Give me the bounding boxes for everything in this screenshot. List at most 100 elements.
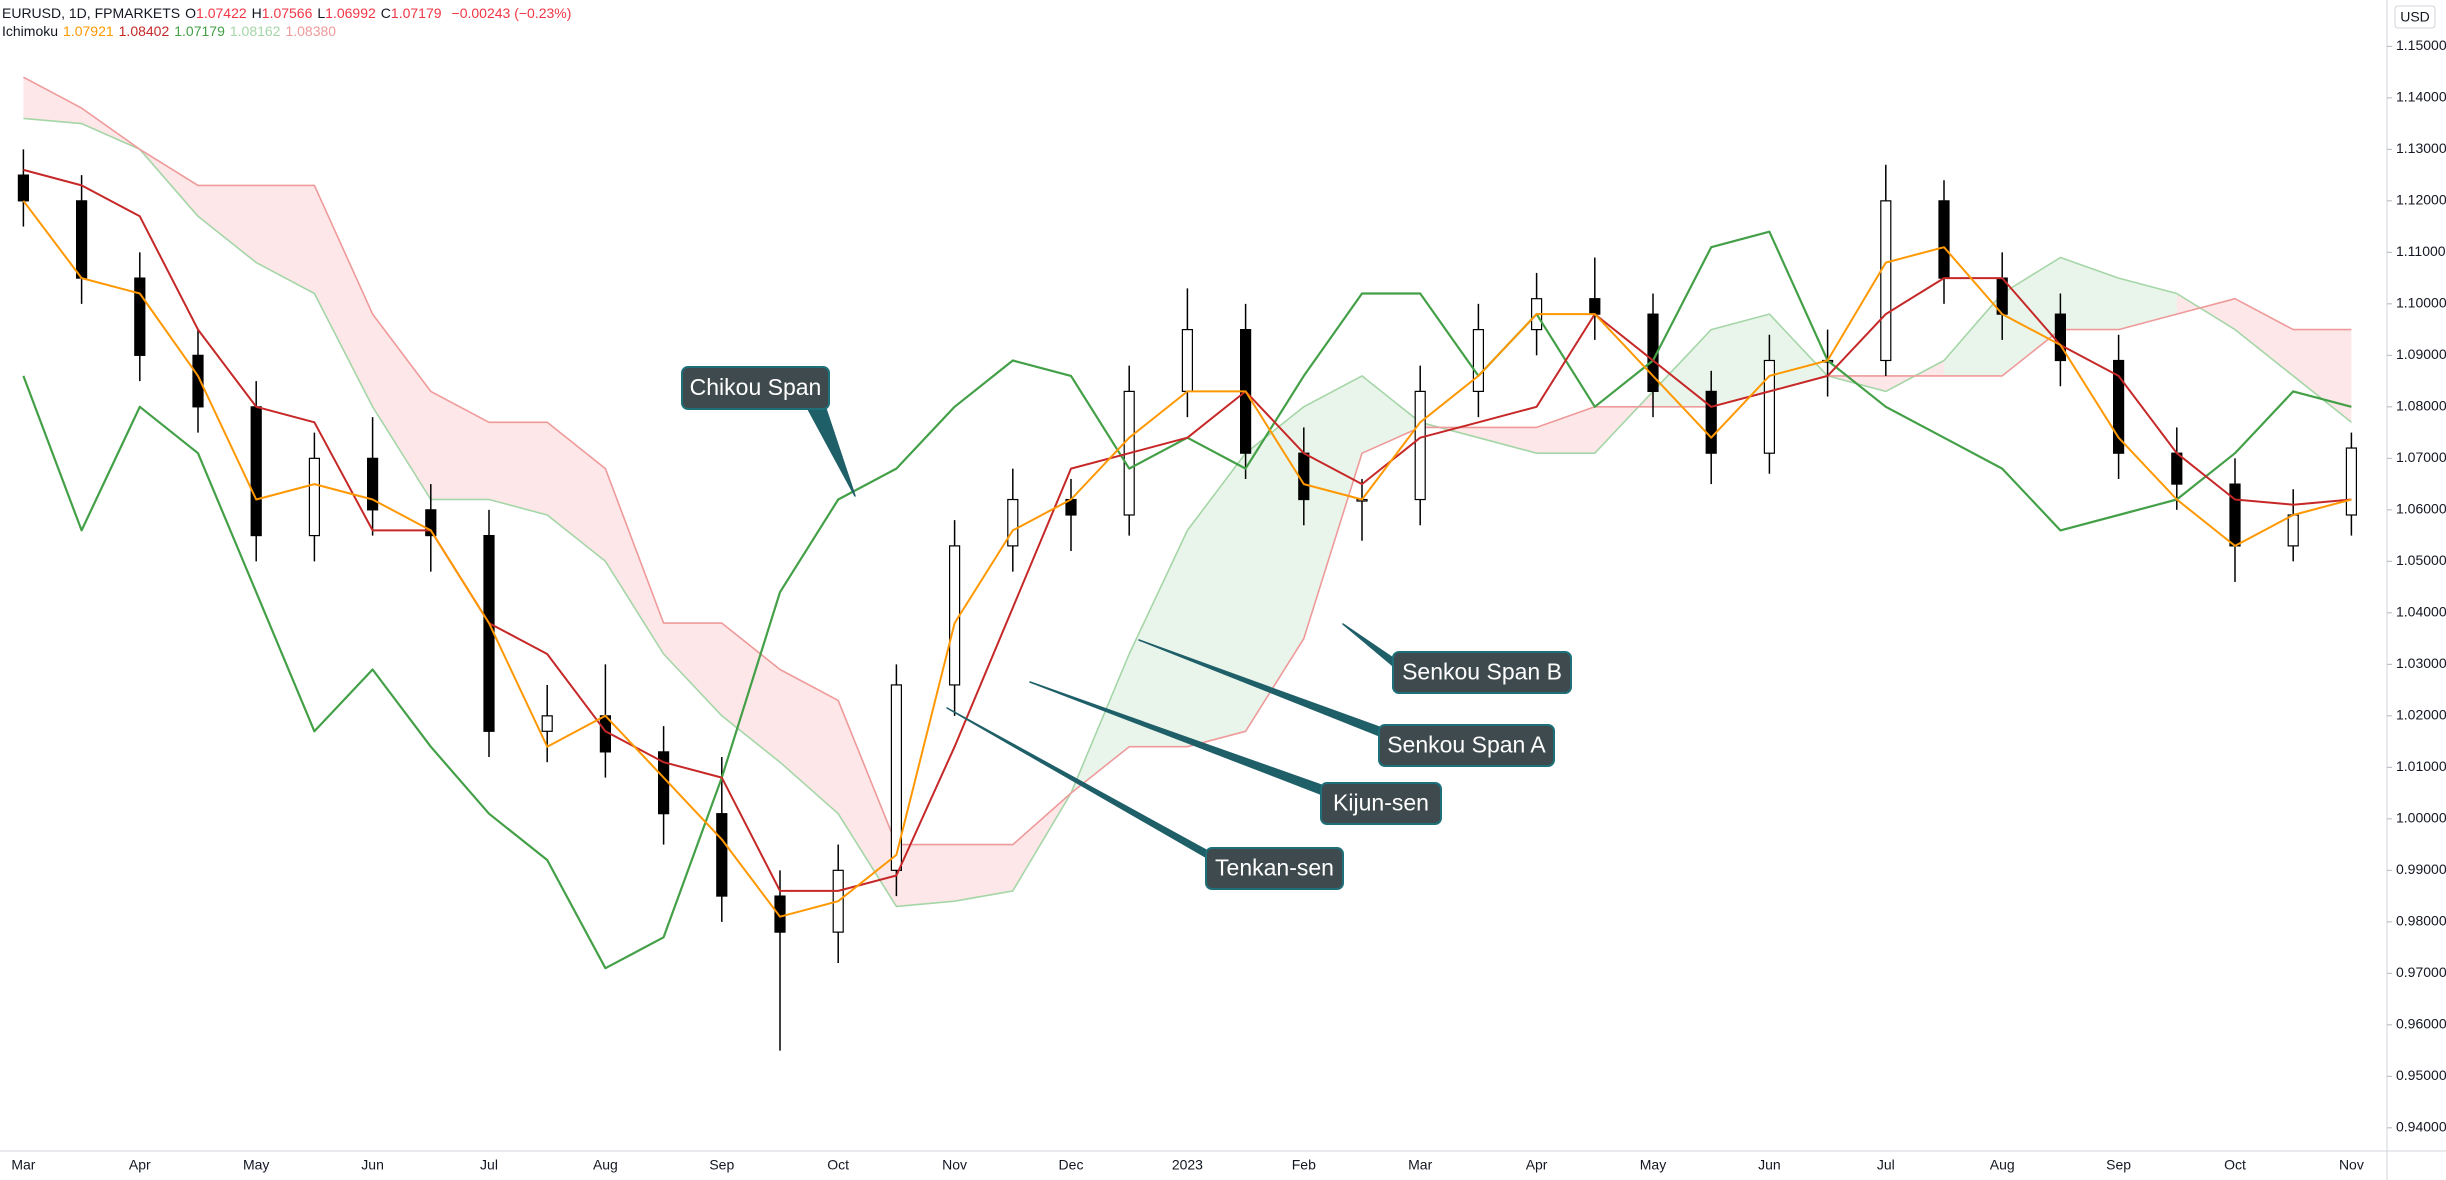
annotation-label: Chikou Span — [690, 374, 822, 400]
x-tick-label: Feb — [1292, 1157, 1316, 1173]
quote-key: O — [185, 5, 197, 21]
candle-body — [948, 545, 961, 686]
x-tick-label: Aug — [593, 1157, 618, 1173]
y-tick-label: 1.15000 — [2396, 37, 2446, 53]
candle-body — [541, 715, 553, 732]
cloud-segment — [721, 623, 780, 763]
y-tick-label: 1.05000 — [2396, 552, 2446, 568]
candle-body — [2054, 313, 2066, 362]
candle-body — [308, 457, 320, 537]
cloud-segment — [663, 623, 722, 716]
y-tick-label: 1.08000 — [2396, 398, 2446, 414]
line-series — [22, 200, 2352, 918]
cloud-segment — [1129, 530, 1188, 747]
y-tick-label: 0.97000 — [2396, 964, 2446, 980]
x-tick-label: Oct — [2224, 1157, 2246, 1173]
annotation-box — [1378, 724, 1555, 767]
cloud-segment — [372, 314, 431, 500]
x-tick-label: Nov — [2339, 1157, 2364, 1173]
cloud-segment — [780, 669, 839, 814]
x-tick-label: May — [243, 1157, 269, 1173]
cloud-segment — [1245, 406, 1304, 732]
candle-body — [250, 406, 262, 537]
candle-body — [17, 174, 29, 202]
candle-body — [1589, 298, 1601, 315]
cloud-segment — [1303, 375, 1362, 639]
quote-value: 1.07179 — [390, 5, 442, 21]
quote: O1.07422 — [185, 5, 247, 21]
change: −0.00243 (−0.23%) — [451, 5, 572, 21]
cloud-segment — [605, 468, 664, 655]
cloud-segment — [1536, 406, 1595, 454]
candle-body — [2171, 452, 2183, 485]
y-tick-label: 1.01000 — [2396, 758, 2446, 774]
annotation-label: Tenkan-sen — [1215, 855, 1334, 881]
y-tick-label: 1.10000 — [2396, 295, 2446, 311]
y-tick-label: 1.14000 — [2396, 89, 2446, 105]
candle-body — [1705, 390, 1717, 454]
indicator-value: 1.08380 — [285, 23, 337, 39]
cloud-segment — [1944, 293, 2003, 376]
y-tick-label: 1.11000 — [2396, 243, 2446, 259]
y-tick-label: 1.13000 — [2396, 140, 2446, 156]
cloud-segment — [256, 185, 315, 294]
cloud-segment — [954, 844, 1013, 902]
x-tick-label: Mar — [11, 1157, 35, 1173]
x-tick-label: Mar — [1408, 1157, 1432, 1173]
candle-body — [425, 509, 437, 537]
annotation-box — [1205, 847, 1344, 890]
symbol[interactable]: EURUSD, 1D, FPMARKETS — [2, 5, 181, 21]
y-tick-label: 1.00000 — [2396, 810, 2446, 826]
y-tick-label: 1.12000 — [2396, 192, 2446, 208]
x-tick-label: Aug — [1990, 1157, 2015, 1173]
y-tick-label: 0.98000 — [2396, 913, 2446, 929]
line-series — [23, 168, 2352, 892]
y-tick-label: 0.96000 — [2396, 1016, 2446, 1032]
currency-box[interactable] — [2394, 5, 2436, 29]
annotation-box — [1320, 782, 1442, 825]
candle-body — [367, 457, 379, 511]
cloud-segment — [1653, 329, 1712, 407]
indicator-values: 1.07921 1.08402 1.07179 1.08162 1.08380 — [63, 23, 341, 39]
cloud-segment — [2176, 293, 2235, 330]
candle-body — [1298, 452, 1310, 501]
annotation-label: Senkou Span A — [1387, 732, 1546, 758]
plot — [17, 76, 2357, 1051]
y-tick-label: 0.95000 — [2396, 1067, 2446, 1083]
quote-key: H — [251, 5, 262, 21]
x-tick-label: Oct — [827, 1157, 849, 1173]
x-tick-label: Apr — [129, 1157, 151, 1173]
cloud-segment — [314, 185, 373, 407]
quote: L1.06992 — [317, 5, 375, 21]
legend-header: EURUSD, 1D, FPMARKETS O1.07422 H1.07566 L1.… — [2, 4, 576, 40]
x-tick-label: Sep — [709, 1157, 734, 1173]
indicator-name[interactable]: Ichimoku — [2, 23, 59, 39]
candle-body — [192, 354, 204, 408]
indicator-value: 1.08162 — [229, 23, 281, 39]
cloud-segment — [198, 185, 257, 263]
cloud-segment — [1711, 314, 1770, 407]
indicator-value: 1.08402 — [118, 23, 170, 39]
candle-body — [134, 277, 146, 356]
annotation-box — [1392, 651, 1572, 694]
y-tick-label: 1.02000 — [2396, 707, 2446, 723]
x-tick-label: Nov — [942, 1157, 967, 1173]
cloud-segment — [2002, 257, 2061, 376]
cloud-segment — [489, 422, 548, 515]
annotation-label: Senkou Span B — [1402, 659, 1562, 685]
quote-key: C — [380, 5, 391, 21]
candle-body — [890, 684, 903, 871]
cloud-segment — [838, 700, 897, 907]
x-tick-label: Jul — [1877, 1157, 1895, 1173]
annotation-label: Kijun-sen — [1333, 790, 1429, 816]
cloud-segment — [23, 77, 82, 124]
x-tick-label: 2023 — [1172, 1157, 1203, 1173]
cloud-segment — [2118, 278, 2177, 330]
quotes: O1.07422 H1.07566 L1.06992 C1.07179 — [185, 5, 446, 21]
y-tick-label: 1.04000 — [2396, 604, 2446, 620]
candle-body — [1938, 200, 1950, 279]
y-tick-label: 1.03000 — [2396, 655, 2446, 671]
x-tick-label: Jul — [480, 1157, 498, 1173]
